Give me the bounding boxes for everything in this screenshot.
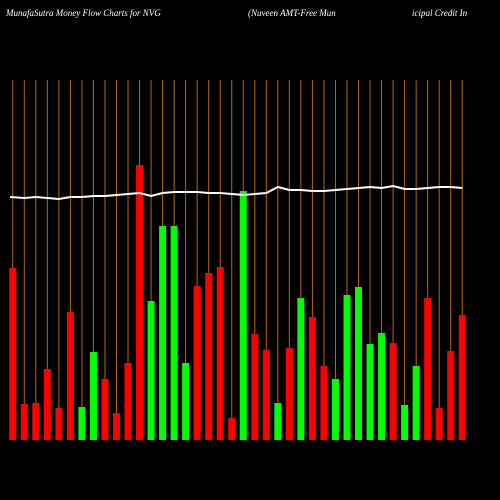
bar bbox=[20, 404, 28, 440]
bar bbox=[355, 287, 363, 440]
bar bbox=[435, 408, 443, 440]
bar bbox=[331, 379, 339, 440]
bar bbox=[389, 343, 397, 440]
bar bbox=[32, 403, 40, 440]
bar bbox=[458, 315, 466, 440]
bar bbox=[89, 352, 97, 440]
bar bbox=[262, 350, 270, 440]
bar bbox=[343, 295, 351, 440]
bar bbox=[412, 366, 420, 440]
bar bbox=[55, 408, 63, 440]
bar bbox=[43, 369, 51, 440]
bar bbox=[159, 226, 167, 440]
bar bbox=[308, 317, 316, 440]
bar bbox=[239, 191, 247, 440]
bar bbox=[193, 286, 201, 440]
bar bbox=[101, 379, 109, 440]
bar bbox=[147, 301, 155, 440]
bar bbox=[228, 418, 236, 440]
bar bbox=[378, 333, 386, 440]
bar bbox=[424, 298, 432, 440]
chart-title: (Nuveen AMT-Free Mun bbox=[248, 8, 336, 18]
bar bbox=[251, 334, 259, 440]
chart-title: icipal Credit In bbox=[412, 8, 468, 18]
bar bbox=[205, 273, 213, 440]
bar bbox=[170, 226, 178, 440]
bar bbox=[401, 405, 409, 440]
bar bbox=[285, 348, 293, 440]
bar bbox=[124, 363, 132, 440]
bar bbox=[320, 366, 328, 440]
bar bbox=[9, 268, 17, 440]
bar bbox=[447, 351, 455, 440]
bar bbox=[78, 407, 86, 440]
bar bbox=[112, 413, 120, 440]
line bbox=[9, 184, 463, 201]
bar bbox=[182, 363, 190, 440]
bar bbox=[366, 344, 374, 440]
bar bbox=[216, 267, 224, 440]
bar bbox=[274, 403, 282, 440]
chart-title: MunafaSutra Money Flow Charts for NVG bbox=[5, 8, 161, 18]
bar bbox=[66, 312, 74, 440]
bar bbox=[297, 298, 305, 440]
bar bbox=[136, 165, 144, 440]
